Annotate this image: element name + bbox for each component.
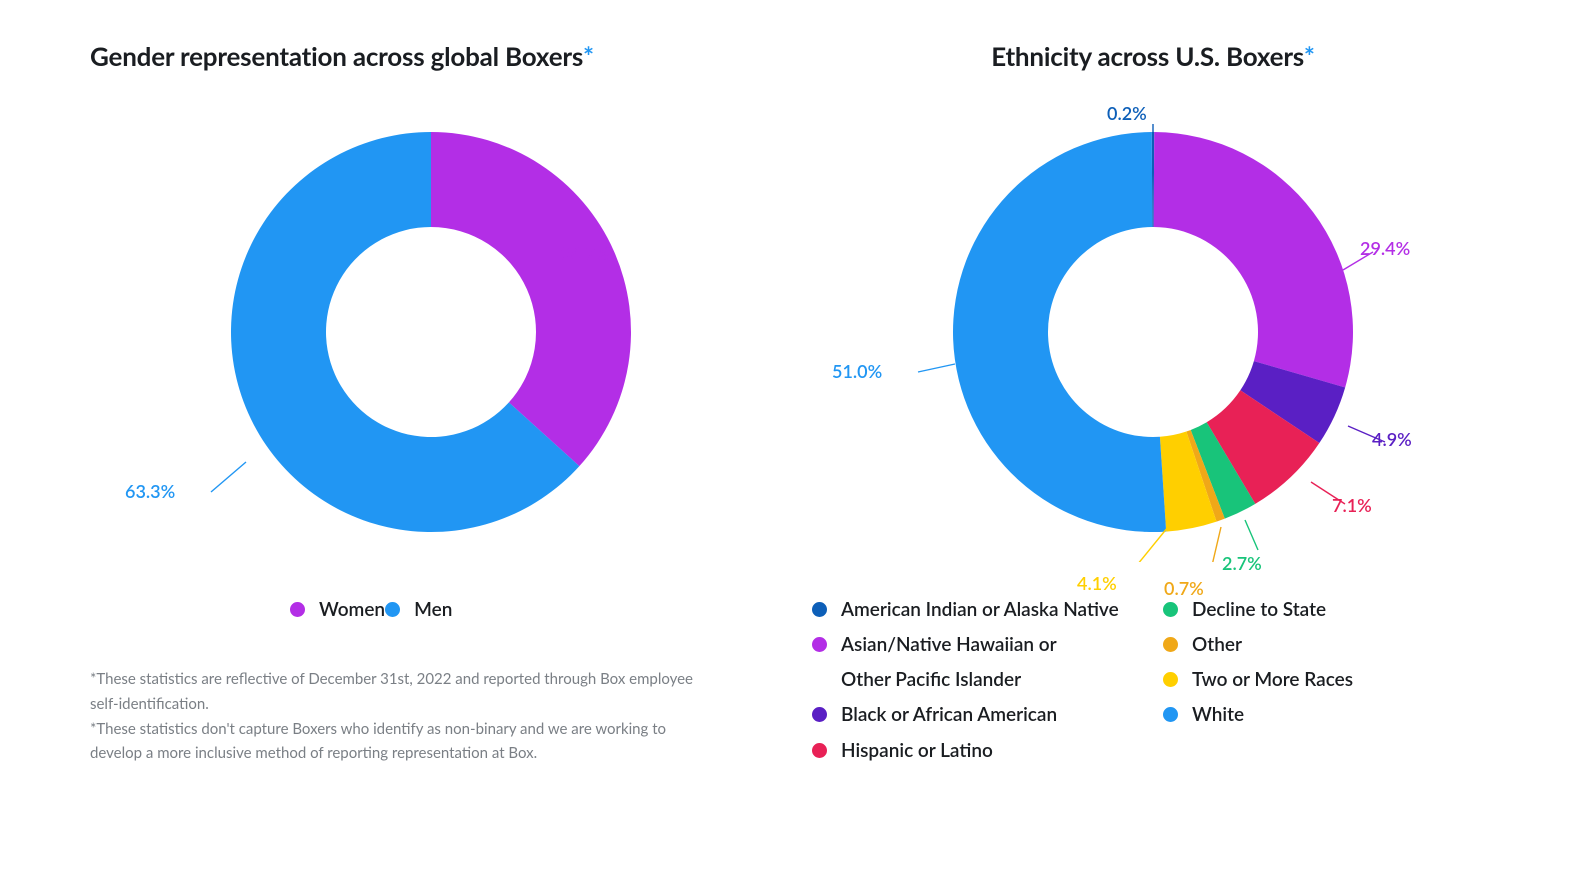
- legend-dot-icon: [290, 602, 305, 617]
- legend-item: Two or More Races: [1163, 662, 1494, 697]
- gender-donut-chart: 36.7% 63.3%: [90, 102, 772, 562]
- legend-item: Asian/Native Hawaiian orOther Pacific Is…: [812, 627, 1143, 697]
- legend-item: American Indian or Alaska Native: [812, 592, 1143, 627]
- callout-line: [1133, 527, 1168, 562]
- legend-column: American Indian or Alaska NativeAsian/Na…: [812, 592, 1143, 768]
- ethnicity-chart-column: Ethnicity across U.S. Boxers* 0.2% 29.4% 4…: [812, 40, 1494, 768]
- legend-dot-icon: [1163, 602, 1178, 617]
- legend-label: White: [1192, 697, 1244, 732]
- footnote-line: *These statistics don't capture Boxers w…: [90, 717, 710, 767]
- legend-item: Other: [1163, 627, 1494, 662]
- footnotes: *These statistics are reflective of Dece…: [90, 667, 710, 766]
- legend-item: White: [1163, 697, 1494, 732]
- callout-line: [211, 462, 246, 492]
- legend-dot-icon: [1163, 637, 1178, 652]
- legend-dot-icon: [812, 602, 827, 617]
- ethnicity-title-text: Ethnicity across U.S. Boxers: [991, 40, 1304, 72]
- callout-label: 29.4%: [1360, 237, 1410, 259]
- legend-dot-icon: [1163, 707, 1178, 722]
- legend-label: Asian/Native Hawaiian orOther Pacific Is…: [841, 627, 1057, 697]
- legend-item: Decline to State: [1163, 592, 1494, 627]
- gender-chart-column: Gender representation across global Boxe…: [90, 40, 772, 768]
- legend-column: Decline to StateOtherTwo or More RacesWh…: [1163, 592, 1494, 768]
- legend-label: Hispanic or Latino: [841, 733, 993, 768]
- legend-item: Hispanic or Latino: [812, 733, 1143, 768]
- asterisk-icon: *: [1304, 40, 1315, 72]
- donut-slice: [953, 132, 1166, 532]
- ethnicity-legend: American Indian or Alaska NativeAsian/Na…: [812, 592, 1494, 768]
- callout-label: 0.7%: [1164, 577, 1204, 599]
- footnote-line: *These statistics are reflective of Dece…: [90, 667, 710, 717]
- charts-row: Gender representation across global Boxe…: [90, 40, 1494, 768]
- callout-line: [1210, 527, 1221, 562]
- legend-dot-icon: [385, 602, 400, 617]
- callout-label: 51.0%: [832, 360, 882, 382]
- legend-label: Men: [414, 592, 452, 627]
- callout-label: 0.2%: [1107, 102, 1147, 124]
- callout-label: 4.1%: [1077, 572, 1117, 594]
- legend-item: Black or African American: [812, 697, 1143, 732]
- legend-label: Black or African American: [841, 697, 1057, 732]
- ethnicity-chart-title: Ethnicity across U.S. Boxers*: [812, 40, 1494, 72]
- callout-label: 4.9%: [1372, 428, 1412, 450]
- legend-dot-icon: [812, 637, 827, 652]
- gender-title-text: Gender representation across global Boxe…: [90, 40, 583, 72]
- legend-label: Decline to State: [1192, 592, 1326, 627]
- legend-item: Men: [385, 592, 452, 627]
- legend-label: Other: [1192, 627, 1242, 662]
- ethnicity-donut-chart: 0.2%29.4%4.9%7.1%2.7%0.7%4.1%51.0%: [812, 102, 1494, 562]
- legend-label: American Indian or Alaska Native: [841, 592, 1119, 627]
- donut-svg: [833, 102, 1473, 562]
- donut-svg: [111, 102, 751, 562]
- callout-line: [918, 364, 955, 372]
- callout-label: 2.7%: [1222, 552, 1262, 574]
- donut-slice: [431, 132, 631, 466]
- callout-label: 36.7%: [560, 242, 610, 264]
- legend-item: Women: [290, 592, 385, 627]
- gender-legend: Women Men: [90, 592, 772, 627]
- legend-dot-icon: [812, 707, 827, 722]
- donut-slice: [1154, 132, 1353, 387]
- legend-dot-icon: [1163, 672, 1178, 687]
- callout-label: 7.1%: [1332, 494, 1372, 516]
- callout-line: [1245, 520, 1258, 550]
- legend-dot-icon: [812, 743, 827, 758]
- legend-label: Two or More Races: [1192, 662, 1353, 697]
- callout-label: 63.3%: [125, 480, 175, 502]
- asterisk-icon: *: [583, 40, 594, 72]
- legend-label: Women: [319, 592, 385, 627]
- gender-chart-title: Gender representation across global Boxe…: [90, 40, 772, 72]
